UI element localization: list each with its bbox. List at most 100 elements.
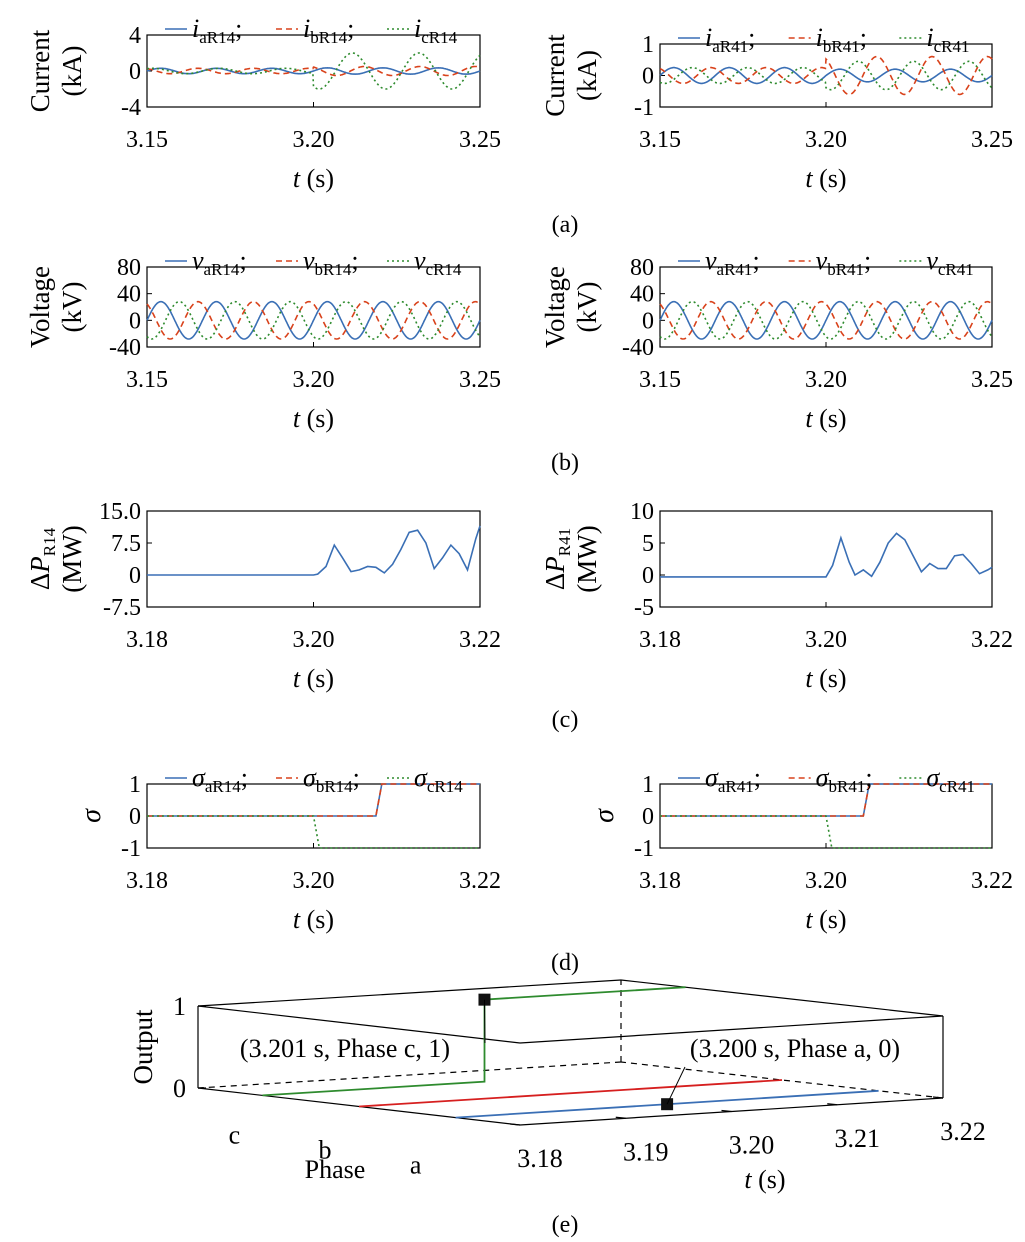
x-tick-label: 3.20 — [805, 627, 847, 653]
series-line-ibR14 — [147, 65, 481, 77]
y-tick-label: 1 — [642, 32, 654, 58]
legend-label: vcR41 — [926, 246, 973, 279]
x-axis-label: t (s) — [293, 664, 334, 693]
x-tick-label: 3.25 — [459, 367, 501, 393]
legend-label: vcR14 — [414, 246, 462, 279]
z-tick-label: 1 — [173, 992, 186, 1021]
y-tick-label: 1 — [642, 772, 654, 798]
phase-tick-label: c — [229, 1120, 241, 1149]
y-tick-label: 0 — [642, 308, 654, 334]
y-tick-label: -1 — [121, 836, 141, 862]
y-tick-label: 0 — [642, 804, 654, 830]
y-axis-label-line1: Voltage — [540, 266, 570, 348]
y-tick-label: 1 — [129, 772, 141, 798]
panel-label-b: (b) — [551, 450, 579, 476]
y-axis-label-text: σ — [589, 808, 620, 823]
chart-c-left: -7.5 0 7.5 15.0 3.18 3.20 3.22 t (s) ΔPR14(MW) — [25, 499, 501, 693]
y-tick-label: 7.5 — [111, 531, 141, 557]
y-axis-label: Current (kA) — [25, 29, 87, 112]
legend-label: ibR41; — [816, 23, 867, 56]
y-tick-label: 40 — [630, 282, 654, 308]
y-tick-label: 40 — [117, 282, 141, 308]
y-axis-label-line1: ΔPR14 — [25, 527, 59, 590]
y-tick-label: -40 — [109, 335, 141, 361]
x-tick-label: 3.18 — [126, 627, 168, 653]
series-line-σbR14 — [147, 783, 480, 817]
y-tick-label: 80 — [117, 255, 141, 281]
y-axis-label: σ — [76, 808, 107, 823]
legend-label: iaR14; — [192, 14, 242, 47]
legend-label: σaR41; — [705, 763, 761, 796]
y-tick-label: 0 — [642, 64, 654, 90]
x-tick-label: 3.22 — [459, 868, 501, 894]
y-tick-label: 0 — [129, 563, 141, 589]
t-tick-label: 3.22 — [940, 1117, 986, 1146]
phase-tick-label: b — [319, 1136, 332, 1165]
x-tick-label: 3.15 — [126, 367, 168, 393]
chart-d-right: -1 0 1 3.18 3.20 3.22 t (s) σ σaR41; σbR41; σcR41 — [589, 763, 1013, 934]
x-tick-label: 3.15 — [639, 127, 681, 153]
box-edge-hidden — [197, 1061, 622, 1089]
y-tick-label: 0 — [642, 563, 654, 589]
y-tick-label: 10 — [630, 499, 654, 525]
legend-label: σcR41 — [926, 763, 975, 796]
annotation-label: (3.201 s, Phase c, 1) — [240, 1034, 450, 1063]
x-axis-label: t (s) — [293, 905, 334, 934]
chart-e: 0 1 Output c b a Phase 3.18 3.19 3.20 3.21 3.22 t (s… — [128, 979, 986, 1194]
box-edge — [197, 1005, 521, 1044]
series-line-vcR41 — [659, 300, 993, 340]
y-tick-label: 4 — [129, 23, 141, 49]
legend-label: σcR14 — [414, 763, 463, 796]
y-axis-label: Voltage (kV) — [25, 266, 87, 348]
x-tick-label: 3.25 — [971, 127, 1013, 153]
series-line-vbR14 — [146, 300, 481, 340]
y-axis-label-line2: (MW) — [572, 525, 602, 592]
legend-label: vaR14; — [192, 246, 247, 279]
chart-a-left: -4 0 4 3.15 3.20 3.25 t (s) Current (kA) iaR14; ib… — [25, 14, 501, 193]
axes-frame — [659, 266, 993, 348]
y-tick-label: 80 — [630, 255, 654, 281]
x-axis-label: t (s) — [805, 404, 846, 433]
box-edge — [620, 979, 944, 1017]
x-axis-label: t (s) — [293, 164, 334, 193]
x-tick-label: 3.20 — [805, 127, 847, 153]
chart-a-right: -1 0 1 3.15 3.20 3.25 t (s) Current (kA) iaR41; ib… — [540, 23, 1013, 193]
y-axis-label-line2: (kV) — [57, 282, 87, 333]
box-edge — [197, 979, 622, 1007]
x-tick-label: 3.20 — [805, 868, 847, 894]
y-axis-label-line2: (kA) — [572, 50, 602, 101]
panel-label-d: (d) — [551, 950, 579, 976]
series-line-vaR41 — [659, 300, 993, 340]
phase-tick-label: a — [410, 1151, 422, 1180]
y-tick-label: -1 — [634, 95, 654, 121]
axes-frame — [146, 510, 481, 608]
series-line-ibR41 — [659, 55, 993, 96]
y-axis-label: ΔPR14(MW) — [25, 525, 87, 592]
x-tick-label: 3.25 — [459, 127, 501, 153]
t-tick-label: 3.19 — [623, 1137, 669, 1166]
t-tick — [509, 1123, 521, 1126]
x-tick-label: 3.15 — [126, 127, 168, 153]
y-tick-label: -7.5 — [103, 595, 141, 621]
legend-label: iaR41; — [705, 23, 755, 56]
x-tick-label: 3.25 — [971, 367, 1013, 393]
axes-frame — [659, 510, 993, 608]
x-tick-label: 3.20 — [293, 127, 335, 153]
x-tick-label: 3.20 — [293, 627, 335, 653]
legend-label: vbR14; — [303, 246, 359, 279]
annotation-leader — [483, 999, 486, 1044]
t-tick-label: 3.21 — [835, 1124, 881, 1153]
y-axis-label-line1: Current — [25, 29, 55, 112]
axes-frame — [146, 266, 481, 348]
x-tick-label: 3.22 — [459, 627, 501, 653]
series-line-iaR41 — [659, 66, 993, 85]
y-axis-label: ΔPR41(MW) — [540, 525, 602, 592]
t-tick — [721, 1109, 732, 1113]
y-tick-label: -1 — [634, 836, 654, 862]
legend-label: σbR14; — [303, 763, 360, 796]
z-axis-label: Output — [128, 1009, 158, 1085]
annotation-label: (3.200 s, Phase a, 0) — [690, 1034, 900, 1063]
y-axis-label-line1: Current — [540, 34, 570, 117]
y-axis-label-line1: Voltage — [25, 266, 55, 348]
